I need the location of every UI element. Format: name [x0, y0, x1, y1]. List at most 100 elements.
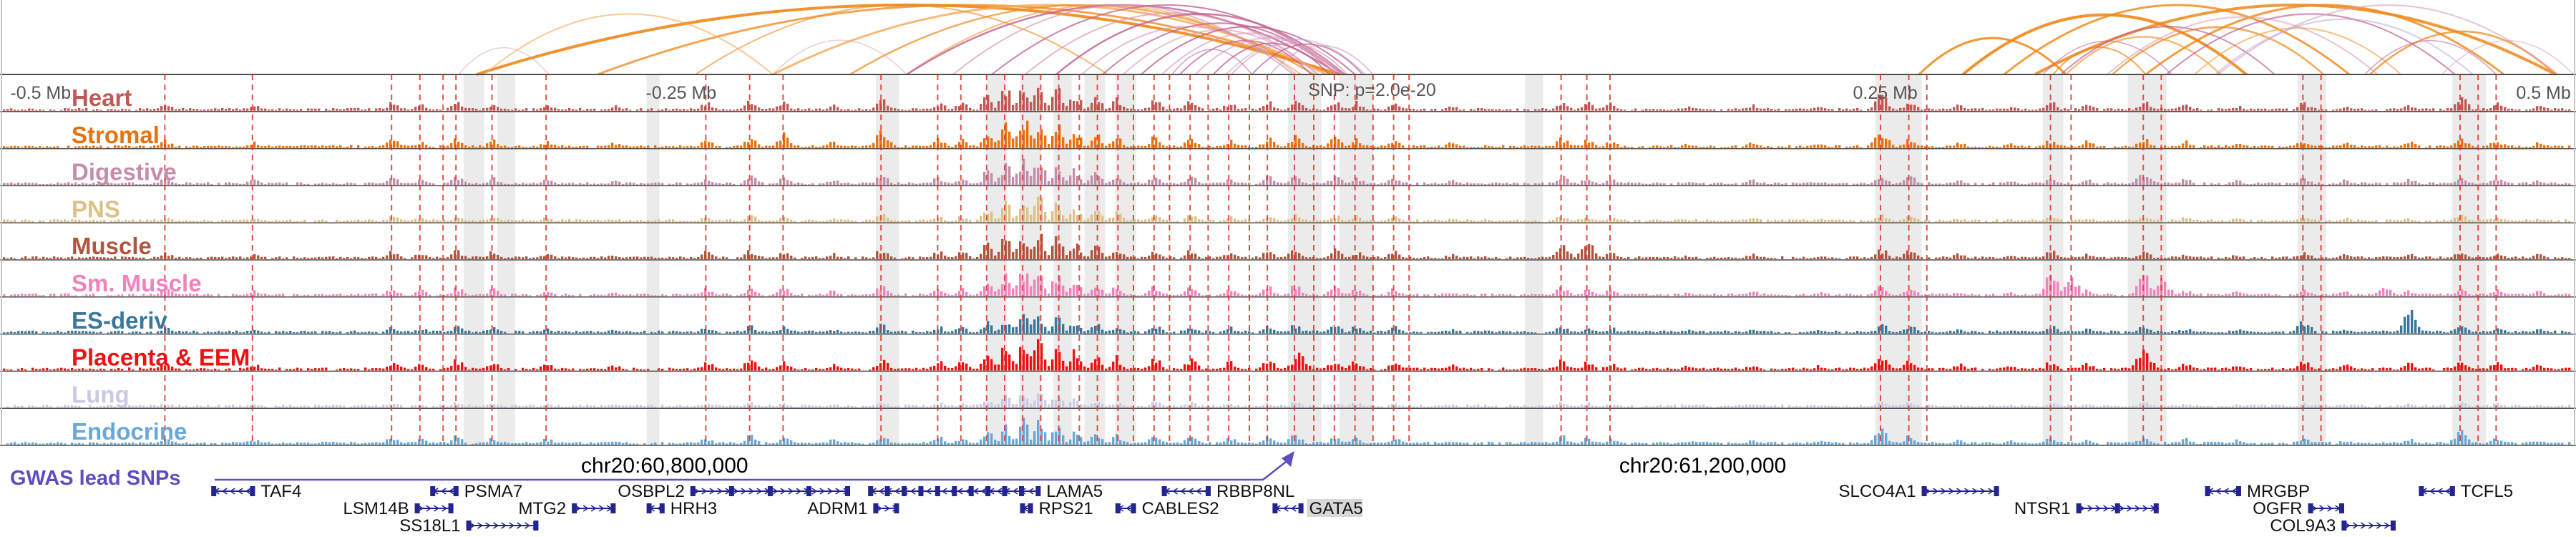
- gene-label-col9a3[interactable]: COL9A3: [2270, 516, 2336, 536]
- interaction-arc: [1269, 44, 1374, 75]
- gene-strand-chevron: [788, 488, 794, 495]
- interaction-arc: [1231, 42, 1348, 75]
- signal-track-pns[interactable]: [3, 196, 2571, 223]
- track-label-placenta-eem[interactable]: Placenta & EEM: [72, 344, 250, 371]
- gene-strand-chevron: [501, 522, 507, 529]
- gene-exon: [690, 486, 696, 496]
- signal-track-heart[interactable]: [3, 87, 2571, 111]
- signal-track-endocrine[interactable]: [6, 417, 2571, 445]
- gene-strand-chevron: [2319, 505, 2326, 512]
- gene-strand-chevron: [229, 488, 235, 495]
- track-label-es-deriv[interactable]: ES-deriv: [72, 307, 168, 334]
- gene-label-ntsr1[interactable]: NTSR1: [2014, 499, 2071, 518]
- gene-strand-chevron: [827, 488, 834, 495]
- gene-exon: [968, 486, 974, 496]
- track-label-lung[interactable]: Lung: [72, 381, 130, 407]
- gene-label-osbpl2[interactable]: OSBPL2: [618, 482, 684, 501]
- gene-strand-chevron: [780, 488, 786, 495]
- signal-track-muscle[interactable]: [3, 233, 2571, 259]
- gene-label-lama5[interactable]: LAMA5: [1046, 482, 1103, 501]
- gwas-lead-snps-label: GWAS lead SNPs: [10, 467, 181, 490]
- gene-label-hrh3[interactable]: HRH3: [670, 499, 717, 518]
- interaction-arc: [2052, 46, 2147, 75]
- gene-strand-chevron: [1972, 488, 1979, 495]
- gene-exon: [1298, 503, 1304, 513]
- gene-strand-chevron: [2360, 522, 2366, 529]
- axis-tick-label: -0.5 Mb: [10, 83, 71, 103]
- gene-strand-chevron: [1964, 488, 1971, 495]
- track-label-pns[interactable]: PNS: [72, 195, 120, 222]
- gene-label-tcfl5[interactable]: TCFL5: [2461, 482, 2513, 501]
- gene-strand-chevron: [221, 488, 228, 495]
- interaction-arc: [2060, 26, 2275, 75]
- track-label-sm-muscle[interactable]: Sm. Muscle: [72, 270, 202, 296]
- gene-exon: [453, 486, 459, 496]
- signal-track-es-deriv[interactable]: [3, 309, 2571, 334]
- gene-strand-chevron: [1980, 488, 1986, 495]
- gene-label-lsm14b[interactable]: LSM14B: [343, 499, 409, 518]
- gene-label-mtg2[interactable]: MTG2: [519, 499, 567, 518]
- interaction-arc: [1171, 49, 1253, 75]
- gene-exon: [767, 486, 773, 496]
- gene-strand-chevron: [1012, 488, 1018, 495]
- axis-tick-label: 0.25 Mb: [1853, 83, 1917, 103]
- gene-strand-chevron: [748, 488, 755, 495]
- gene-label-ogfr[interactable]: OGFR: [2253, 499, 2302, 518]
- track-label-heart[interactable]: Heart: [72, 84, 132, 111]
- interaction-arc: [2003, 4, 2351, 76]
- gene-label-gata5[interactable]: GATA5: [1309, 499, 1363, 518]
- track-label-muscle[interactable]: Muscle: [72, 233, 152, 259]
- gene-label-ss18l1[interactable]: SS18L1: [399, 516, 460, 536]
- gene-strand-chevron: [941, 488, 947, 495]
- gene-label-adrm1[interactable]: ADRM1: [807, 499, 867, 518]
- gene-exon: [1206, 486, 1211, 496]
- gene-strand-chevron: [2087, 505, 2094, 512]
- gene-label-cables2[interactable]: CABLES2: [1142, 499, 1219, 518]
- gene-exon: [572, 503, 577, 513]
- gene-label-slco4a1[interactable]: SLCO4A1: [1839, 482, 1916, 501]
- signal-track-stromal[interactable]: [3, 120, 2571, 148]
- gene-strand-chevron: [2215, 488, 2222, 495]
- gene-label-rps21[interactable]: RPS21: [1039, 499, 1093, 518]
- gene-strand-chevron: [1196, 488, 1202, 495]
- gene-exon: [884, 486, 890, 496]
- gene-strand-chevron: [2352, 522, 2358, 529]
- gene-label-psma7[interactable]: PSMA7: [464, 482, 522, 501]
- gene-strand-chevron: [741, 488, 747, 495]
- gene-strand-chevron: [2127, 505, 2133, 512]
- interaction-arc: [484, 13, 774, 75]
- gene-strand-chevron: [1956, 488, 1963, 495]
- gene-strand-chevron: [509, 522, 515, 529]
- signal-track-lung[interactable]: [6, 393, 2571, 408]
- gene-exon: [2076, 503, 2082, 513]
- gene-strand-chevron: [756, 488, 763, 495]
- signal-track-digestive[interactable]: [3, 158, 2571, 185]
- gene-strand-chevron: [440, 488, 447, 495]
- gene-label-rbbp8nl[interactable]: RBBP8NL: [1216, 482, 1294, 501]
- gene-strand-chevron: [878, 488, 884, 495]
- coordinate-label-left: chr20:60,800,000: [581, 454, 748, 478]
- interaction-arc: [1194, 37, 1343, 75]
- interaction-arc: [597, 4, 1335, 76]
- gene-exon: [894, 503, 899, 513]
- track-label-stromal[interactable]: Stromal: [72, 122, 160, 148]
- gene-strand-chevron: [426, 505, 432, 512]
- signal-track-placenta-eem[interactable]: [3, 339, 2571, 371]
- gene-label-mrgbp[interactable]: MRGBP: [2247, 482, 2310, 501]
- gene-label-taf4[interactable]: TAF4: [260, 482, 301, 501]
- track-label-endocrine[interactable]: Endocrine: [72, 418, 187, 445]
- interaction-arc: [1961, 13, 2248, 76]
- interaction-arc: [772, 39, 907, 75]
- gene-exon: [2153, 503, 2159, 513]
- gene-strand-chevron: [819, 488, 826, 495]
- signal-track-sm-muscle[interactable]: [3, 273, 2571, 296]
- gene-strand-chevron: [2384, 522, 2390, 529]
- track-label-digestive[interactable]: Digestive: [72, 159, 177, 185]
- gene-exon: [2308, 503, 2313, 513]
- gene-strand-chevron: [811, 488, 818, 495]
- gene-strand-chevron: [477, 522, 484, 529]
- gene-exon: [1272, 503, 1278, 513]
- gene-strand-chevron: [485, 522, 492, 529]
